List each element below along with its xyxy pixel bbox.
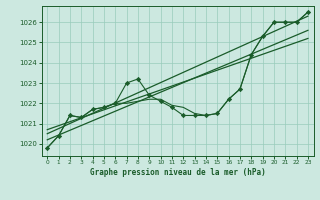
X-axis label: Graphe pression niveau de la mer (hPa): Graphe pression niveau de la mer (hPa) <box>90 168 266 177</box>
